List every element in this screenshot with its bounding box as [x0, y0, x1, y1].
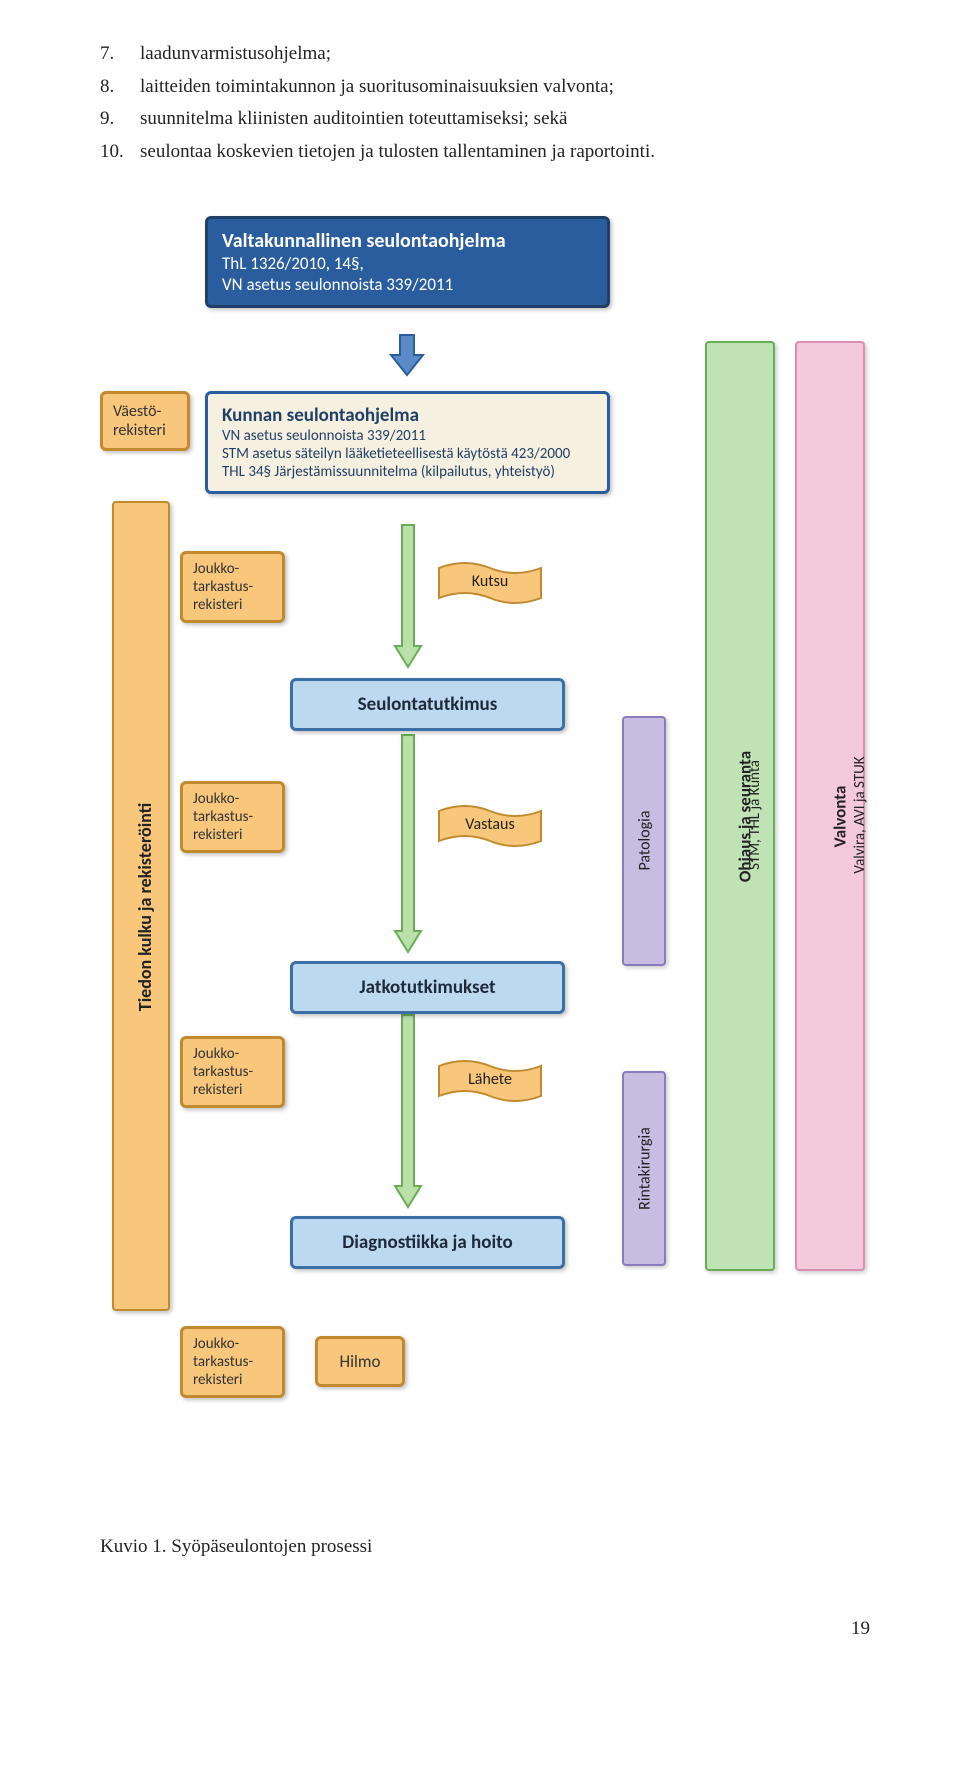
box-jatko: Jatkotutkimukset [290, 961, 565, 1014]
box-valtakunnallinen: Valtakunnallinen seulontaohjelma ThL 132… [205, 216, 610, 308]
label-rintakirurgia: Rintakirurgia [636, 1113, 655, 1225]
box-joukko-4: Joukko- tarkastus- rekisteri [180, 1326, 285, 1398]
label-valvonta-sub: Valvira, AVI ja STUK [851, 715, 869, 915]
label-ohjaus-sub: STM, THL ja Kunta [746, 730, 764, 900]
box-seulonta: Seulontatutkimus [290, 678, 565, 731]
arrow-down-icon [393, 731, 423, 956]
process-diagram: Valtakunnallinen seulontaohjelma ThL 132… [100, 216, 870, 1496]
box-joukko-2: Joukko- tarkastus- rekisteri [180, 781, 285, 853]
arrow-down-icon [393, 1011, 423, 1211]
arrow-down-icon [393, 521, 423, 671]
label-kutsu: Kutsu [435, 572, 545, 591]
box-joukko-1: Joukko- tarkastus- rekisteri [180, 551, 285, 623]
label-vastaus: Vastaus [435, 815, 545, 834]
figure-caption: Kuvio 1. Syöpäseulontojen prosessi [100, 1536, 870, 1558]
page-number: 19 [100, 1618, 870, 1640]
label-valvonta-title: Valvonta [830, 737, 851, 897]
box-diag: Diagnostiikka ja hoito [290, 1216, 565, 1269]
list-item: 7.laadunvarmistusohjelma; [100, 40, 870, 69]
label-lahete: Lähete [435, 1070, 545, 1089]
arrow-down-icon [389, 331, 425, 379]
numbered-list: 7.laadunvarmistusohjelma; 8.laitteiden t… [100, 40, 870, 166]
box-vaestorekisteri: Väestö- rekisteri [100, 391, 190, 451]
list-item: 10.seulontaa koskevien tietojen ja tulos… [100, 138, 870, 167]
box-kunnan: Kunnan seulontaohjelma VN asetus seulonn… [205, 391, 610, 494]
box-hilmo: Hilmo [315, 1336, 405, 1387]
box-joukko-3: Joukko- tarkastus- rekisteri [180, 1036, 285, 1108]
label-patologia: Patologia [636, 796, 655, 886]
list-item: 9.suunnitelma kliinisten auditointien to… [100, 105, 870, 134]
list-item: 8.laitteiden toimintakunnon ja suorituso… [100, 73, 870, 102]
label-tiedon-kulku: Tiedon kulku ja rekisteröinti [134, 777, 156, 1037]
